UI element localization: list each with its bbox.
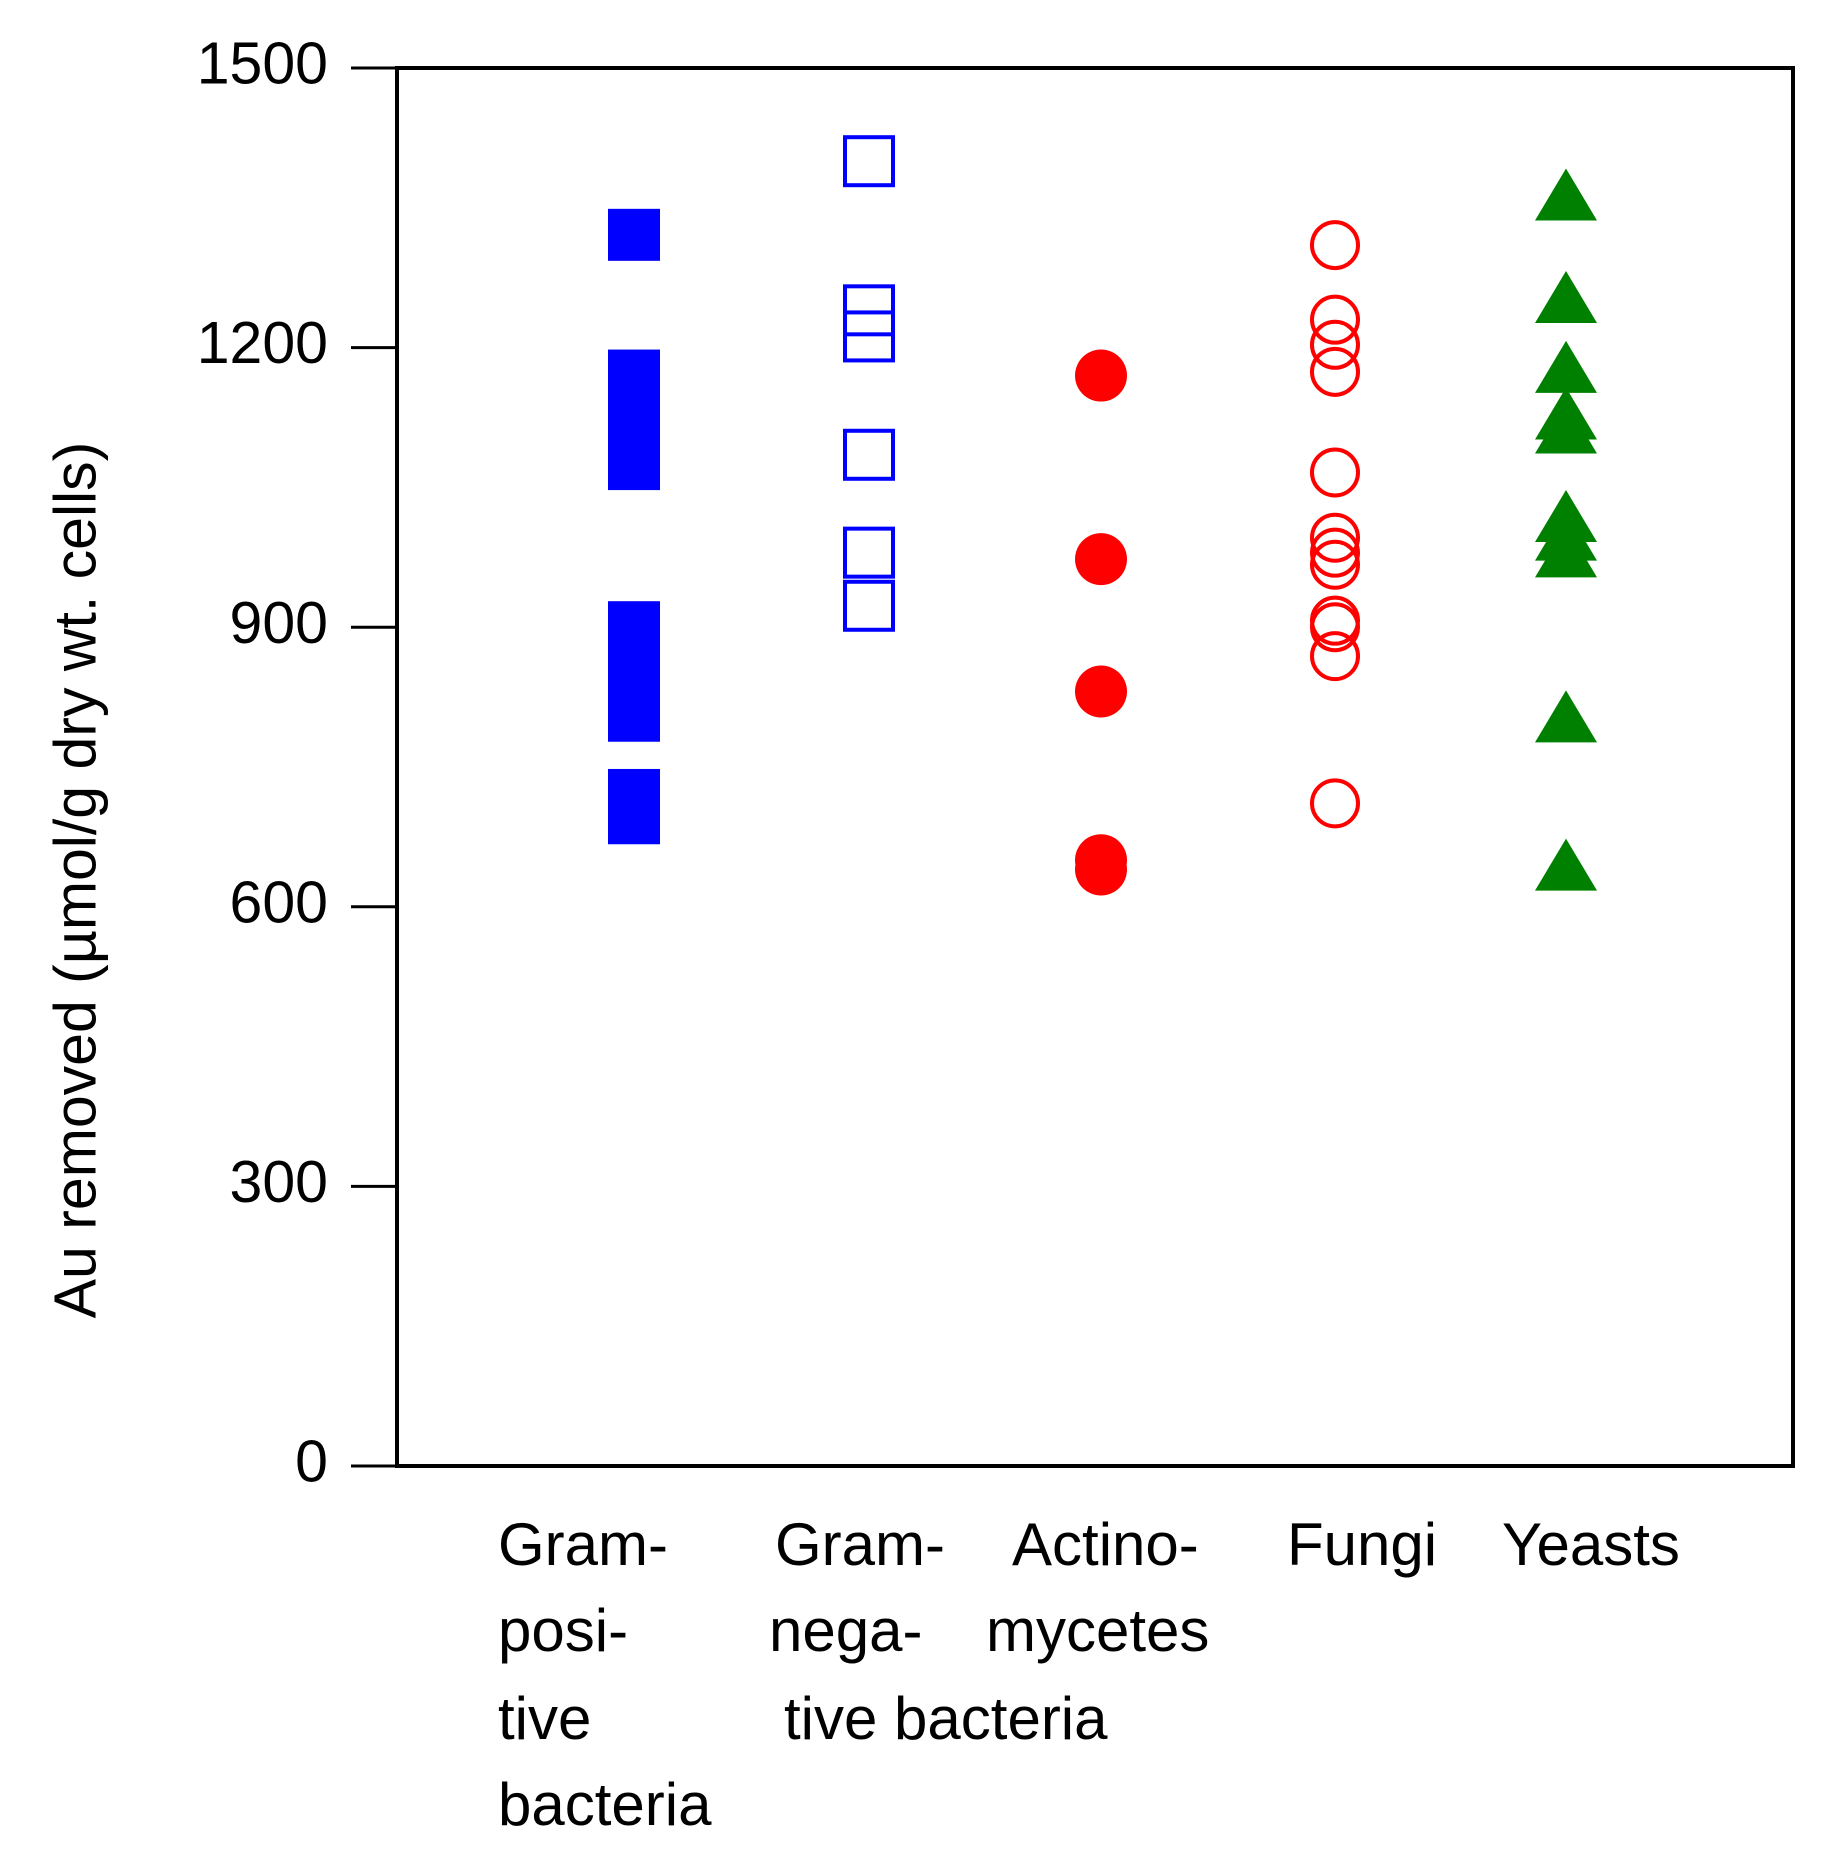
marker-square: [843, 579, 895, 632]
marker-circle: [1310, 539, 1360, 590]
y-axis-label: Au removed (µmol/g dry wt. cells): [43, 442, 109, 1319]
marker-circle: [1075, 665, 1127, 718]
plot-frame: [395, 66, 1795, 1468]
marker-square: [843, 135, 895, 188]
marker-triangle: [1535, 690, 1597, 743]
x-category-label: bacteria: [498, 1771, 712, 1838]
y-tick-label: 1200: [197, 310, 328, 376]
marker-circle: [1310, 631, 1360, 682]
x-category-label: tive: [498, 1685, 591, 1752]
marker-circle: [1075, 349, 1127, 402]
marker-triangle: [1535, 340, 1597, 393]
marker-circle: [1310, 527, 1360, 578]
marker-square: [608, 689, 660, 742]
x-category-label: Gram-: [498, 1511, 668, 1578]
marker-square: [608, 792, 660, 845]
x-category-label: tive bacteria: [784, 1685, 1108, 1752]
marker-circle: [1310, 512, 1360, 563]
marker-triangle: [1535, 271, 1597, 323]
x-category-label: nega-: [769, 1597, 922, 1664]
marker-square: [608, 438, 660, 491]
marker-circle: [1075, 533, 1127, 586]
marker-circle: [1310, 346, 1360, 397]
x-category-label: mycetes: [986, 1597, 1209, 1664]
marker-circle: [1075, 843, 1127, 896]
marker-circle: [1310, 447, 1360, 498]
marker-circle: [1310, 319, 1360, 370]
x-category-label: posi-: [498, 1597, 628, 1664]
x-category-label: Gram-: [775, 1511, 945, 1578]
marker-square: [843, 428, 895, 481]
marker-triangle: [1535, 168, 1597, 221]
marker-circle: [1310, 602, 1360, 653]
y-tick-label: 900: [230, 590, 328, 656]
y-tick-label: 600: [230, 869, 328, 935]
y-tick-label: 300: [230, 1149, 328, 1215]
x-category-label: Yeasts: [1502, 1511, 1680, 1578]
x-category-label: Fungi: [1287, 1511, 1437, 1578]
y-tick-label: 1500: [197, 31, 328, 97]
marker-square: [843, 284, 895, 337]
marker-circle: [1310, 778, 1360, 829]
x-category-label: Actino-: [1012, 1511, 1199, 1578]
marker-triangle: [1535, 838, 1597, 891]
y-tick-label: 0: [295, 1429, 328, 1495]
marker-circle: [1310, 294, 1360, 345]
marker-circle: [1310, 220, 1360, 271]
marker-triangle: [1535, 401, 1597, 454]
marker-square: [608, 208, 660, 261]
marker-triangle: [1535, 525, 1597, 578]
marker-square: [843, 526, 895, 579]
marker-square: [843, 310, 895, 363]
